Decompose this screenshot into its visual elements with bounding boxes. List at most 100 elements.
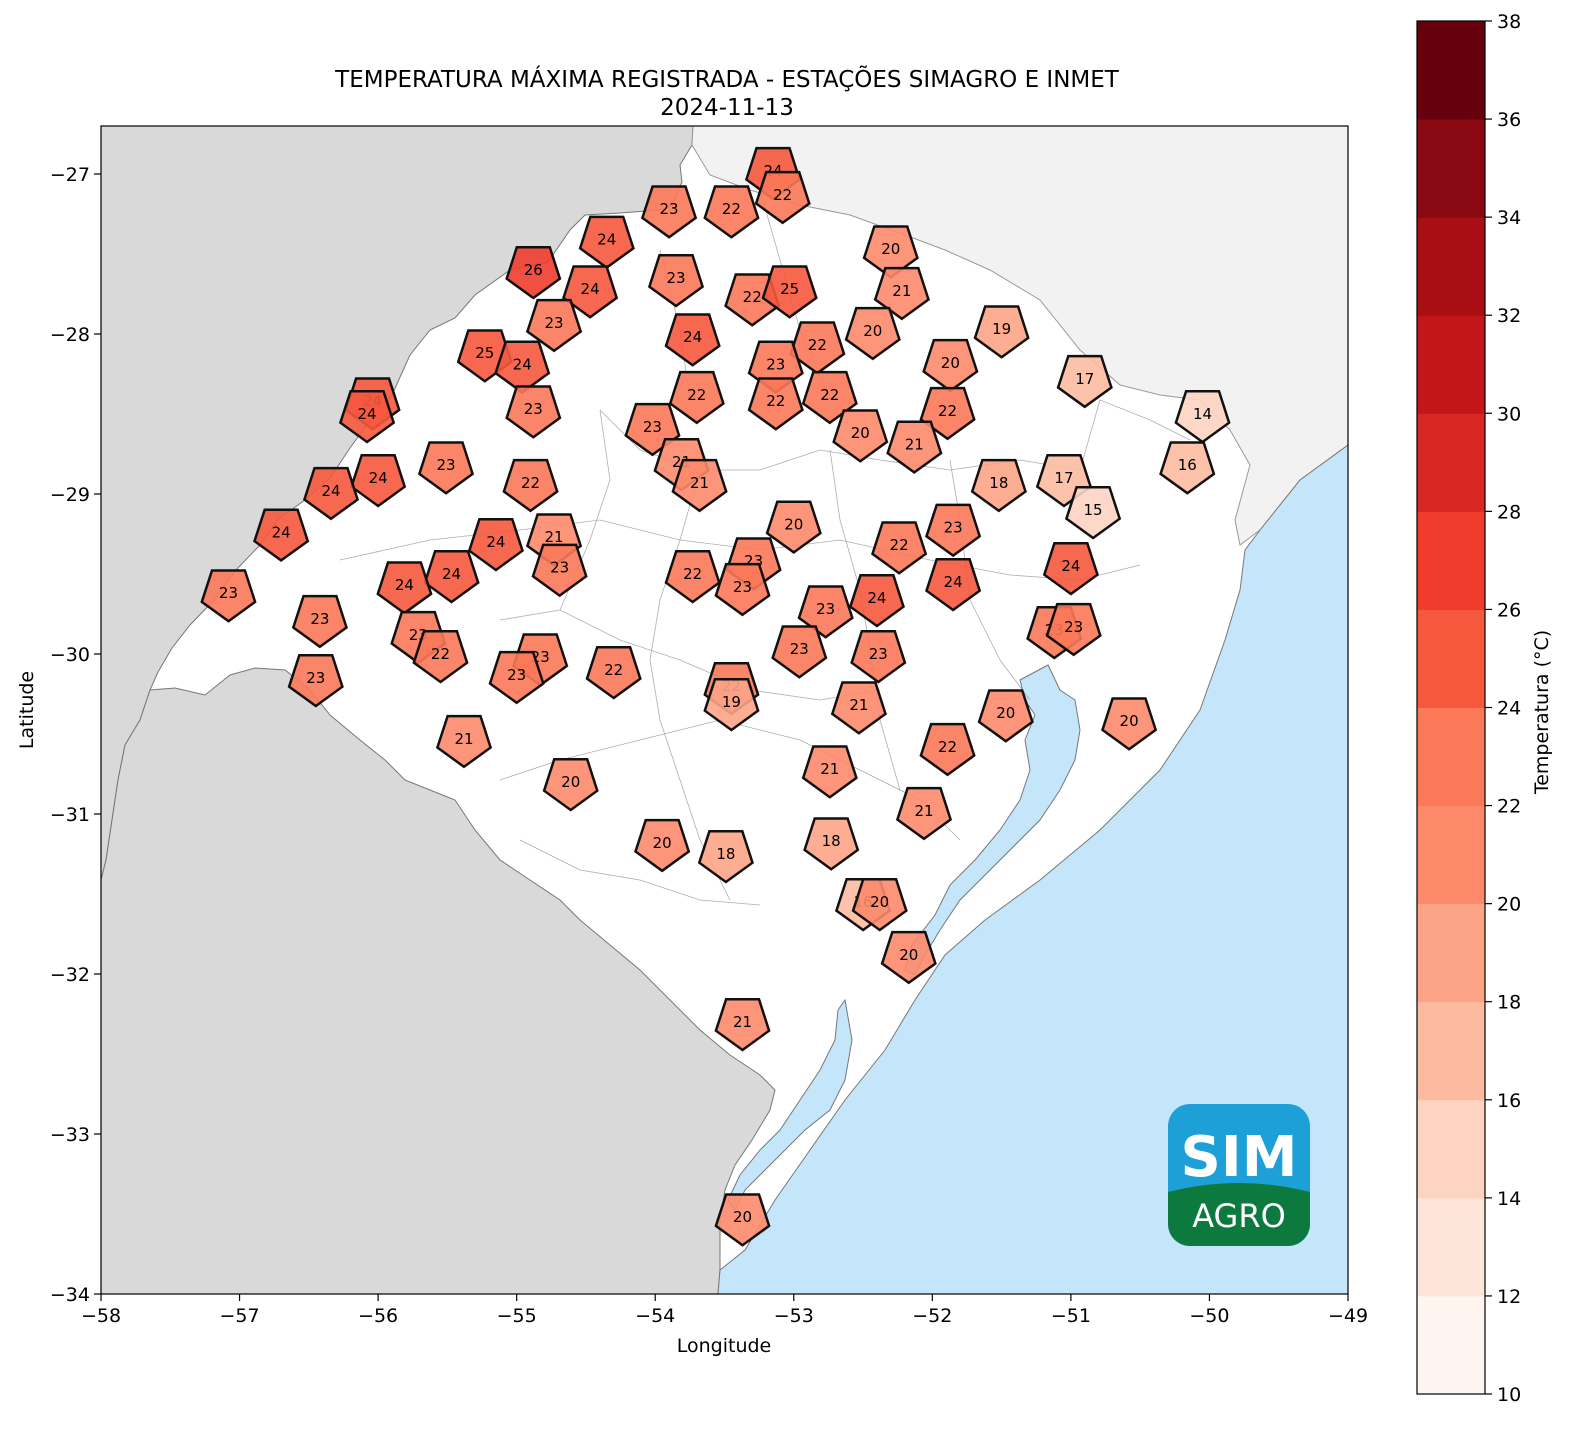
station-marker: 21 — [671, 458, 728, 513]
station-temp-label: 21 — [820, 760, 839, 778]
station-marker: 20 — [862, 225, 919, 279]
station-marker: 23 — [287, 654, 344, 708]
station-temp-label: 20 — [561, 773, 580, 791]
station-marker: 20 — [714, 1193, 771, 1247]
station-temp-label: 18 — [989, 474, 1008, 492]
station-temp-label: 21 — [690, 474, 709, 492]
colorbar-tick-label: 28 — [1497, 501, 1521, 523]
station-marker: 21 — [830, 681, 887, 735]
station-pentagon — [925, 558, 982, 612]
station-temp-label: 22 — [808, 336, 827, 354]
station-pentagon — [467, 518, 524, 572]
colorbar: 10 12 14 16 18 20 22 24 26 28 30 32 34 36 38 — [1416, 11, 1521, 1406]
station-pentagon — [1174, 390, 1231, 444]
station-pentagon — [848, 574, 905, 628]
map-frame — [100, 125, 1349, 1295]
station-temp-label: 19 — [992, 320, 1011, 338]
station-marker: 19 — [973, 305, 1030, 359]
station-pentagon — [797, 585, 854, 639]
station-pentagon — [531, 543, 588, 598]
station-pentagon — [880, 930, 937, 985]
chart-title: TEMPERATURA MÁXIMA REGISTRADA - ESTAÇÕES… — [334, 64, 1120, 93]
station-marker: 22 — [703, 185, 760, 239]
station-temp-label: 21 — [905, 435, 924, 453]
station-pentagon — [1101, 697, 1158, 751]
station-marker: 20 — [922, 338, 979, 393]
station-temp-label: 20 — [784, 515, 803, 533]
station-temp-label: 17 — [1054, 469, 1073, 487]
station-marker: 22 — [747, 377, 804, 431]
station-temp-label: 20 — [733, 1208, 752, 1226]
station-marker: 21 — [435, 714, 493, 769]
station-temp-label: 21 — [849, 696, 868, 714]
station-temp-label: 24 — [683, 328, 702, 346]
y-tick-label: −34 — [50, 1284, 90, 1306]
station-marker: 21 — [895, 786, 953, 841]
station-marker: 20 — [851, 878, 908, 932]
x-tick-label: −51 — [1051, 1305, 1091, 1327]
station-temp-label: 22 — [890, 536, 909, 554]
station-marker: 20 — [765, 500, 822, 554]
y-axis: −27 −28 −29 −30 −31 −32 −33 −34 — [50, 164, 101, 1306]
station-pentagon — [1045, 602, 1102, 657]
station-temp-label: 22 — [521, 474, 540, 492]
station-marker: 24 — [578, 215, 635, 270]
colorbar-segment — [1417, 21, 1485, 120]
colorbar-segment — [1417, 1099, 1485, 1199]
x-axis-label: Longitude — [677, 1335, 772, 1357]
station-pentagon — [850, 630, 907, 684]
station-marker: 18 — [970, 458, 1027, 513]
colorbar-segment — [1417, 1197, 1485, 1297]
station-temp-label: 21 — [454, 730, 473, 748]
station-temp-label: 23 — [944, 519, 963, 537]
station-temp-label: 22 — [687, 386, 706, 404]
station-temp-label: 16 — [1178, 456, 1197, 474]
uruguay-region — [101, 667, 776, 1294]
colorbar-tick-label: 32 — [1497, 305, 1521, 327]
station-marker: 23 — [531, 543, 588, 598]
station-temp-label: 21 — [733, 1013, 752, 1031]
station-pentagon — [417, 441, 475, 495]
station-pentagon — [287, 654, 344, 708]
station-marker: 21 — [886, 420, 943, 474]
station-temp-label: 20 — [653, 834, 672, 852]
station-pentagon — [585, 646, 642, 700]
station-temp-label: 24 — [442, 565, 461, 583]
station-pentagon — [671, 458, 728, 513]
station-temp-label: 24 — [486, 533, 505, 551]
station-temp-label: 24 — [513, 355, 532, 373]
station-marker: 20 — [542, 758, 599, 812]
station-pentagon — [973, 305, 1030, 359]
station-marker: 24 — [494, 340, 551, 394]
station-temp-label: 21 — [892, 282, 911, 300]
station-temp-label: 20 — [863, 322, 882, 340]
station-pentagon — [200, 569, 257, 623]
station-temp-label: 18 — [822, 832, 841, 850]
colorbar-tick-label: 24 — [1497, 698, 1521, 720]
colorbar-segment — [1417, 707, 1485, 807]
station-pentagon — [668, 370, 725, 425]
station-temp-label: 20 — [1120, 712, 1139, 730]
station-pentagon — [634, 818, 691, 873]
ocean — [717, 444, 1348, 1294]
x-tick-label: −52 — [912, 1305, 952, 1327]
station-pentagon — [350, 454, 407, 508]
station-marker: 22 — [668, 370, 725, 425]
simagro-logo: SIM AGRO — [1168, 1104, 1310, 1246]
station-temp-label: 21 — [914, 802, 933, 820]
station-marker: 23 — [797, 585, 854, 639]
station-pentagon — [525, 298, 583, 353]
station-marker: 20 — [832, 409, 889, 463]
station-marker: 23 — [647, 254, 705, 308]
station-marker: 18 — [697, 830, 754, 884]
colorbar-tick-label: 14 — [1497, 1188, 1521, 1210]
colorbar-segment — [1417, 119, 1485, 218]
colorbar-tick-label: 38 — [1497, 11, 1521, 33]
station-pentagon — [505, 385, 562, 439]
station-marker: 23 — [200, 569, 257, 623]
station-temp-label: 23 — [1064, 618, 1083, 636]
station-temp-label: 17 — [1075, 370, 1094, 388]
station-temp-label: 23 — [545, 314, 564, 332]
colorbar-tick-label: 18 — [1497, 992, 1521, 1014]
station-pentagon — [851, 878, 908, 932]
